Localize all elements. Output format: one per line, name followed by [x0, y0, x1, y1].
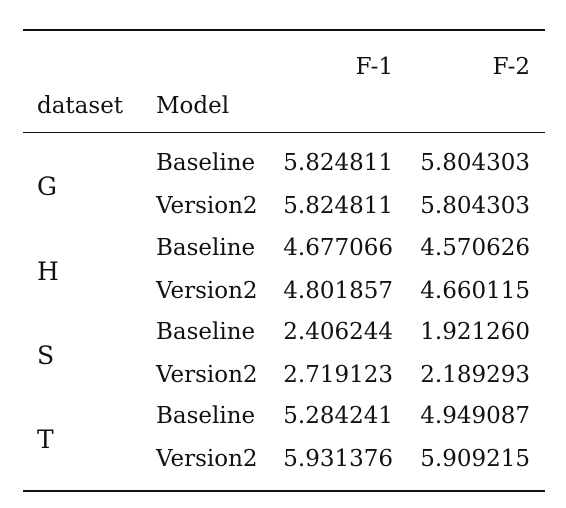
f2-cell: 5.804303: [420, 193, 530, 219]
dataset-label: S: [37, 341, 55, 370]
f2-cell: 4.570626: [420, 235, 530, 261]
table-row: Baseline 4.677066 4.570626: [23, 235, 545, 279]
f1-cell: 2.719123: [283, 362, 393, 388]
model-cell: Baseline: [156, 403, 256, 429]
f1-cell: 5.824811: [283, 193, 393, 219]
f1-cell: 5.931376: [283, 446, 393, 472]
f2-cell: 2.189293: [420, 362, 530, 388]
group-s: S Baseline 2.406244 1.921260 Version2 2.…: [23, 319, 545, 404]
model-cell: Version2: [156, 362, 258, 388]
f2-cell: 4.660115: [420, 278, 530, 304]
f1-cell: 5.824811: [283, 150, 393, 176]
f1-cell: 4.677066: [283, 235, 393, 261]
table-row: Baseline 5.284241 4.949087: [23, 403, 545, 447]
f2-cell: 1.921260: [420, 319, 530, 345]
table-top-rule: [23, 29, 545, 31]
f1-cell: 5.284241: [283, 403, 393, 429]
f1-cell: 2.406244: [283, 319, 393, 345]
group-h: H Baseline 4.677066 4.570626 Version2 4.…: [23, 235, 545, 320]
model-cell: Version2: [156, 278, 258, 304]
model-cell: Baseline: [156, 319, 256, 345]
f2-cell: 5.804303: [420, 150, 530, 176]
group-t: T Baseline 5.284241 4.949087 Version2 5.…: [23, 403, 545, 488]
model-cell: Baseline: [156, 150, 256, 176]
f2-cell: 5.909215: [420, 446, 530, 472]
table-row: Baseline 2.406244 1.921260: [23, 319, 545, 363]
table-header-rule: [23, 132, 545, 133]
results-table: F-1 F-2 dataset Model G Baseline 5.82481…: [23, 29, 545, 492]
model-cell: Baseline: [156, 235, 256, 261]
model-cell: Version2: [156, 446, 258, 472]
f1-cell: 4.801857: [283, 278, 393, 304]
table-body: G Baseline 5.824811 5.804303 Version2 5.…: [23, 133, 545, 490]
model-cell: Version2: [156, 193, 258, 219]
f2-cell: 4.949087: [420, 403, 530, 429]
table-row: Version2 4.801857 4.660115: [23, 278, 545, 322]
dataset-label: T: [37, 425, 54, 454]
dataset-label: G: [37, 172, 57, 201]
group-g: G Baseline 5.824811 5.804303 Version2 5.…: [23, 150, 545, 235]
table-header: F-1 F-2 dataset Model: [23, 31, 545, 132]
table-row: Version2 5.824811 5.804303: [23, 193, 545, 237]
dataset-label: H: [37, 257, 59, 286]
header-f1: F-1: [355, 54, 393, 80]
header-dataset: dataset: [37, 93, 124, 119]
table-row: Baseline 5.824811 5.804303: [23, 150, 545, 194]
table-row: Version2 2.719123 2.189293: [23, 362, 545, 406]
table-bottom-rule: [23, 490, 545, 492]
header-f2: F-2: [492, 54, 530, 80]
header-model: Model: [156, 93, 230, 119]
table-row: Version2 5.931376 5.909215: [23, 446, 545, 490]
